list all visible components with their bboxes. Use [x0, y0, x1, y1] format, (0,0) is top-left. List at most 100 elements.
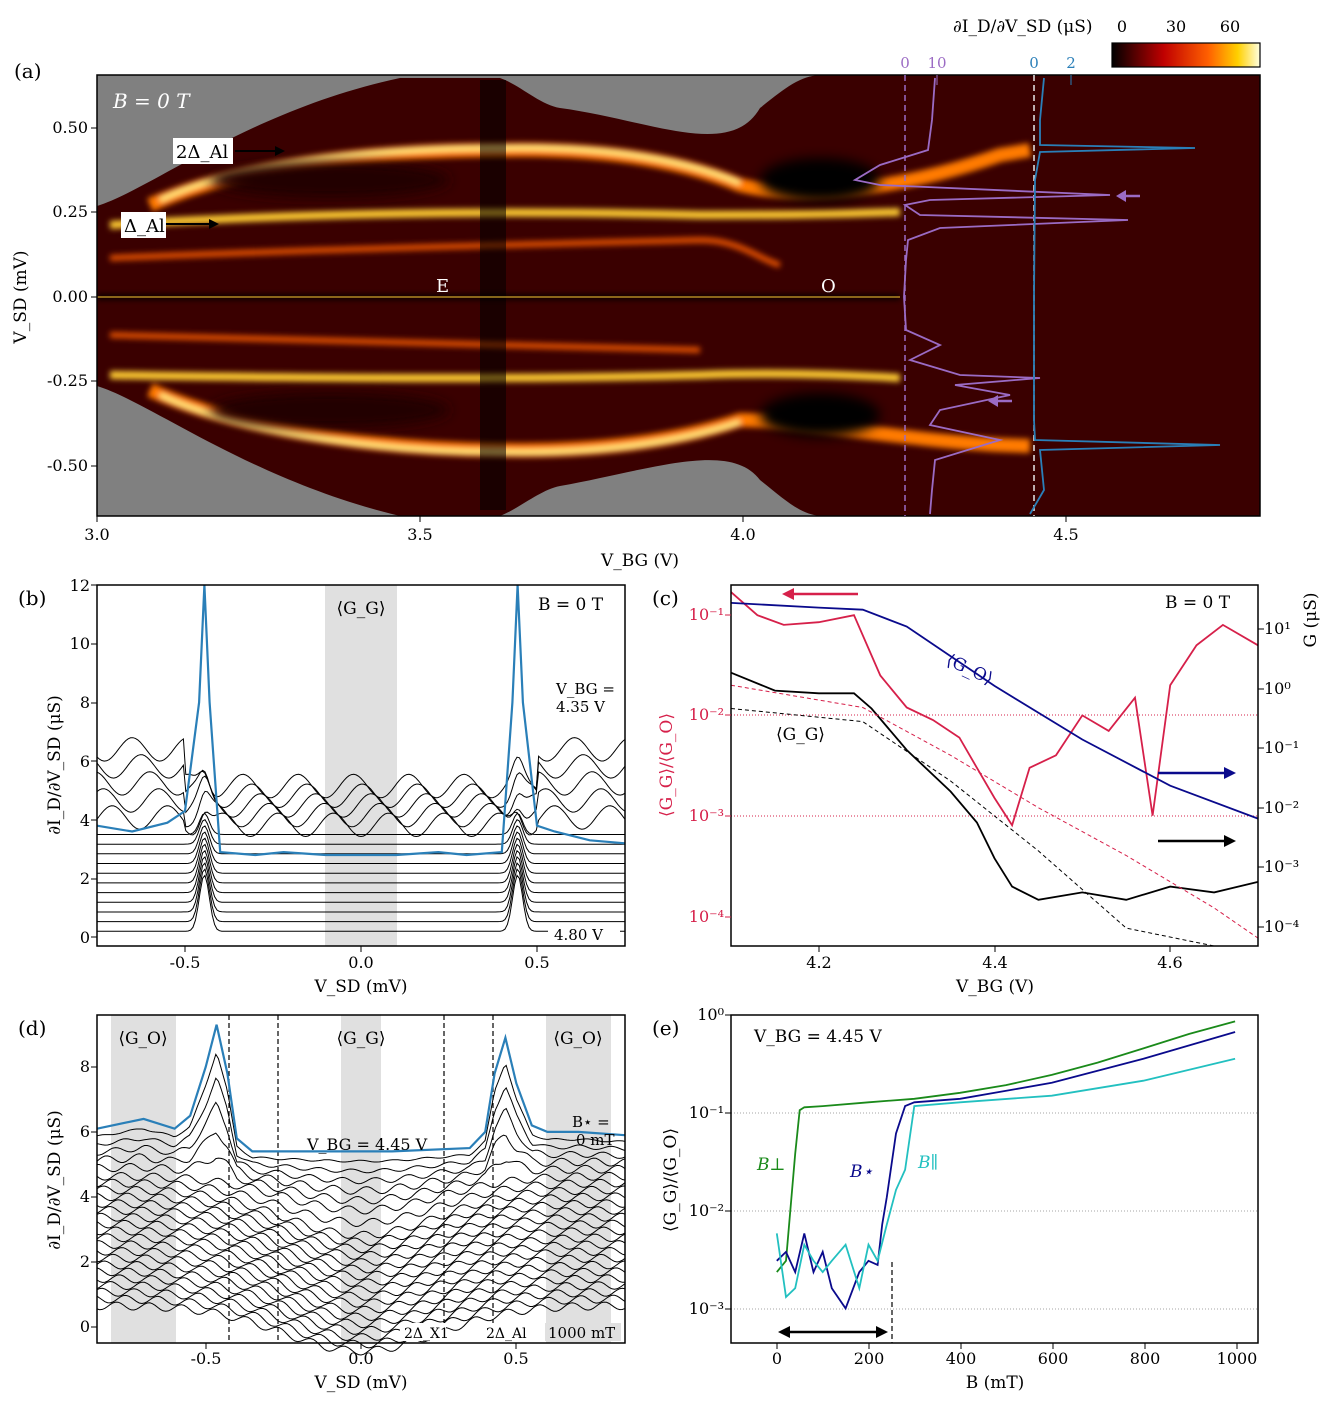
d-trace: [96, 1260, 626, 1314]
annotation-even: E: [436, 276, 449, 297]
panel-d-gap-label-box-al: [484, 1323, 526, 1341]
panel-a-label: (a): [14, 59, 42, 83]
lobe-lower-right: [760, 393, 880, 437]
panel-b-shade: [325, 585, 397, 946]
e-range-arrow-head-right: [876, 1326, 888, 1338]
d-trace: [96, 1077, 626, 1174]
cut-scale-blue-2: 2: [1066, 54, 1076, 72]
cut-scale-purple-0: 0: [900, 54, 910, 72]
panel-d-gap-label-al: 2Δ_Al: [486, 1326, 527, 1342]
b-xtick-0-0: 0.0: [348, 953, 373, 972]
panel-e-x-axis-title: B (mT): [966, 1373, 1025, 1393]
c-yrtick-1e-3: 10⁻³: [1264, 857, 1299, 876]
d-trace: [96, 1178, 626, 1228]
d-trace: [96, 1226, 626, 1281]
panel-c-field: B = 0 T: [1165, 593, 1231, 613]
panel-b-label: (b): [18, 586, 46, 610]
heatmap-frame: [96, 74, 1261, 517]
annotation-delta-box: [121, 212, 166, 238]
panel-e-ref-lines: [731, 1112, 1258, 1310]
a-xtick-4-5: 4.5: [1053, 525, 1078, 544]
d-trace: [96, 1233, 626, 1287]
d-ytick-6: 6: [80, 1122, 90, 1141]
panel-e-x-tick-marks: [776, 1343, 1238, 1349]
panel-d-traces: [96, 1024, 626, 1356]
e-xtick-1000: 1000: [1217, 1349, 1258, 1368]
panel-a-y-tick-marks: [91, 127, 97, 467]
cut-purple-trace: [852, 77, 1129, 515]
d-trace: [96, 1240, 626, 1294]
a-ytick-0-00: 0.00: [52, 287, 88, 306]
panel-d-shade-label-right: ⟨G_O⟩: [553, 1029, 602, 1049]
a-ytick-m0-25: -0.25: [47, 371, 88, 390]
c-arrow-right-gg-head: [1224, 835, 1236, 847]
d-trace: [96, 1199, 626, 1254]
d-trace: [96, 1253, 626, 1308]
panel-d-shade-label-center: ⟨G_G⟩: [337, 1029, 386, 1049]
panel-d-bstar-bottom: 1000 mT: [548, 1324, 615, 1342]
panel-a-x-tick-marks: [419, 516, 1067, 522]
d-trace: [96, 1287, 626, 1341]
b-trace: [97, 825, 625, 855]
panel-c-x-axis-title: V_BG (V): [955, 977, 1034, 997]
panel-d-x-tick-marks: [205, 1343, 517, 1349]
panel-d-y-tick-marks: [91, 1066, 97, 1328]
panel-e-y-axis-title: ⟨G_G⟩/⟨G_O⟩: [661, 1128, 681, 1232]
c-xtick-4-6: 4.6: [1157, 953, 1182, 972]
cut-scale-purple-10: 10: [927, 54, 946, 72]
d-ytick-8: 8: [80, 1057, 90, 1076]
c-yrtick-1e-4: 10⁻⁴: [1264, 917, 1299, 936]
panel-d-gap-label-box-x1: [400, 1323, 446, 1341]
b-ytick-0: 0: [80, 928, 90, 947]
panel-d-gap-label-x1: 2Δ_X1: [404, 1326, 449, 1342]
c-yrtick-1e1: 10¹: [1264, 619, 1291, 638]
panel-c-series: [730, 591, 1259, 947]
d-trace: [96, 1212, 626, 1266]
d-trace: [96, 1192, 626, 1247]
d-trace: [96, 1219, 626, 1274]
cut-arrow-lower-head: [988, 395, 998, 407]
b-trace: [97, 855, 625, 903]
a-xtick-3-5: 3.5: [407, 525, 432, 544]
panel-b-field: B = 0 T: [538, 595, 604, 615]
b-ytick-6: 6: [80, 752, 90, 771]
c-yrtick-1e-2: 10⁻²: [1264, 798, 1299, 817]
d-xtick-0-5: 0.5: [503, 1349, 528, 1368]
panel-e-frame: [730, 1014, 1259, 1344]
d-trace: [96, 1274, 626, 1329]
panel-d-bstar-top: B⋆ =: [572, 1113, 610, 1131]
c-yltick-1e-1: 10⁻¹: [689, 605, 724, 624]
e-label-bpar: B∥: [917, 1153, 938, 1173]
panel-c-label-go: ⟨G_O⟩: [943, 650, 996, 689]
e-ytick-1e0: 10⁰: [697, 1005, 724, 1024]
cut-blue-trace: [1029, 77, 1221, 515]
panel-d-label: (d): [18, 1016, 46, 1040]
b-trace: [97, 868, 625, 923]
annotation-2delta-al: 2Δ_Al: [176, 142, 228, 163]
panel-b-vbg-top: V_BG =: [555, 680, 615, 698]
b-ytick-8: 8: [80, 693, 90, 712]
b-trace: [96, 788, 626, 828]
a-ytick-m0-50: -0.50: [47, 456, 88, 475]
panel-b-y-tick-labels: 0 2 4 6 8 10 12: [70, 576, 90, 947]
panel-b-vbg-top-value: 4.35 V: [556, 698, 606, 716]
d-trace: [96, 1301, 626, 1356]
colorbar-tick-60: 60: [1220, 17, 1240, 36]
panel-a-x-axis-title: V_BG (V): [600, 551, 679, 571]
d-trace: [96, 1185, 626, 1239]
panel-e-vbg: V_BG = 4.45 V: [753, 1027, 882, 1047]
a-xtick-3-0: 3.0: [84, 525, 109, 544]
panel-d: (d) ⟨G_O⟩ ⟨G_G⟩ ⟨G_O⟩ V_BG = 4.45 V B⋆ =…: [18, 1014, 626, 1393]
panel-c-label-gg: ⟨G_G⟩: [776, 725, 825, 745]
panel-a-x-tick-labels: 3.0 3.5 4.0 4.5: [84, 525, 1078, 544]
panel-a-y-tick-labels: 0.50 0.25 0.00 -0.25 -0.50: [47, 118, 88, 475]
e-xtick-200: 200: [854, 1349, 885, 1368]
annotation-delta-al: Δ_Al: [124, 216, 165, 237]
c-fit-black: [730, 708, 1258, 947]
panel-c-x-tick-labels: 4.2 4.4 4.6: [806, 953, 1182, 972]
colorbar-tick-30: 30: [1166, 17, 1186, 36]
d-trace: [96, 1246, 626, 1301]
c-xtick-4-2: 4.2: [806, 953, 831, 972]
c-series-gg: [730, 671, 1259, 901]
